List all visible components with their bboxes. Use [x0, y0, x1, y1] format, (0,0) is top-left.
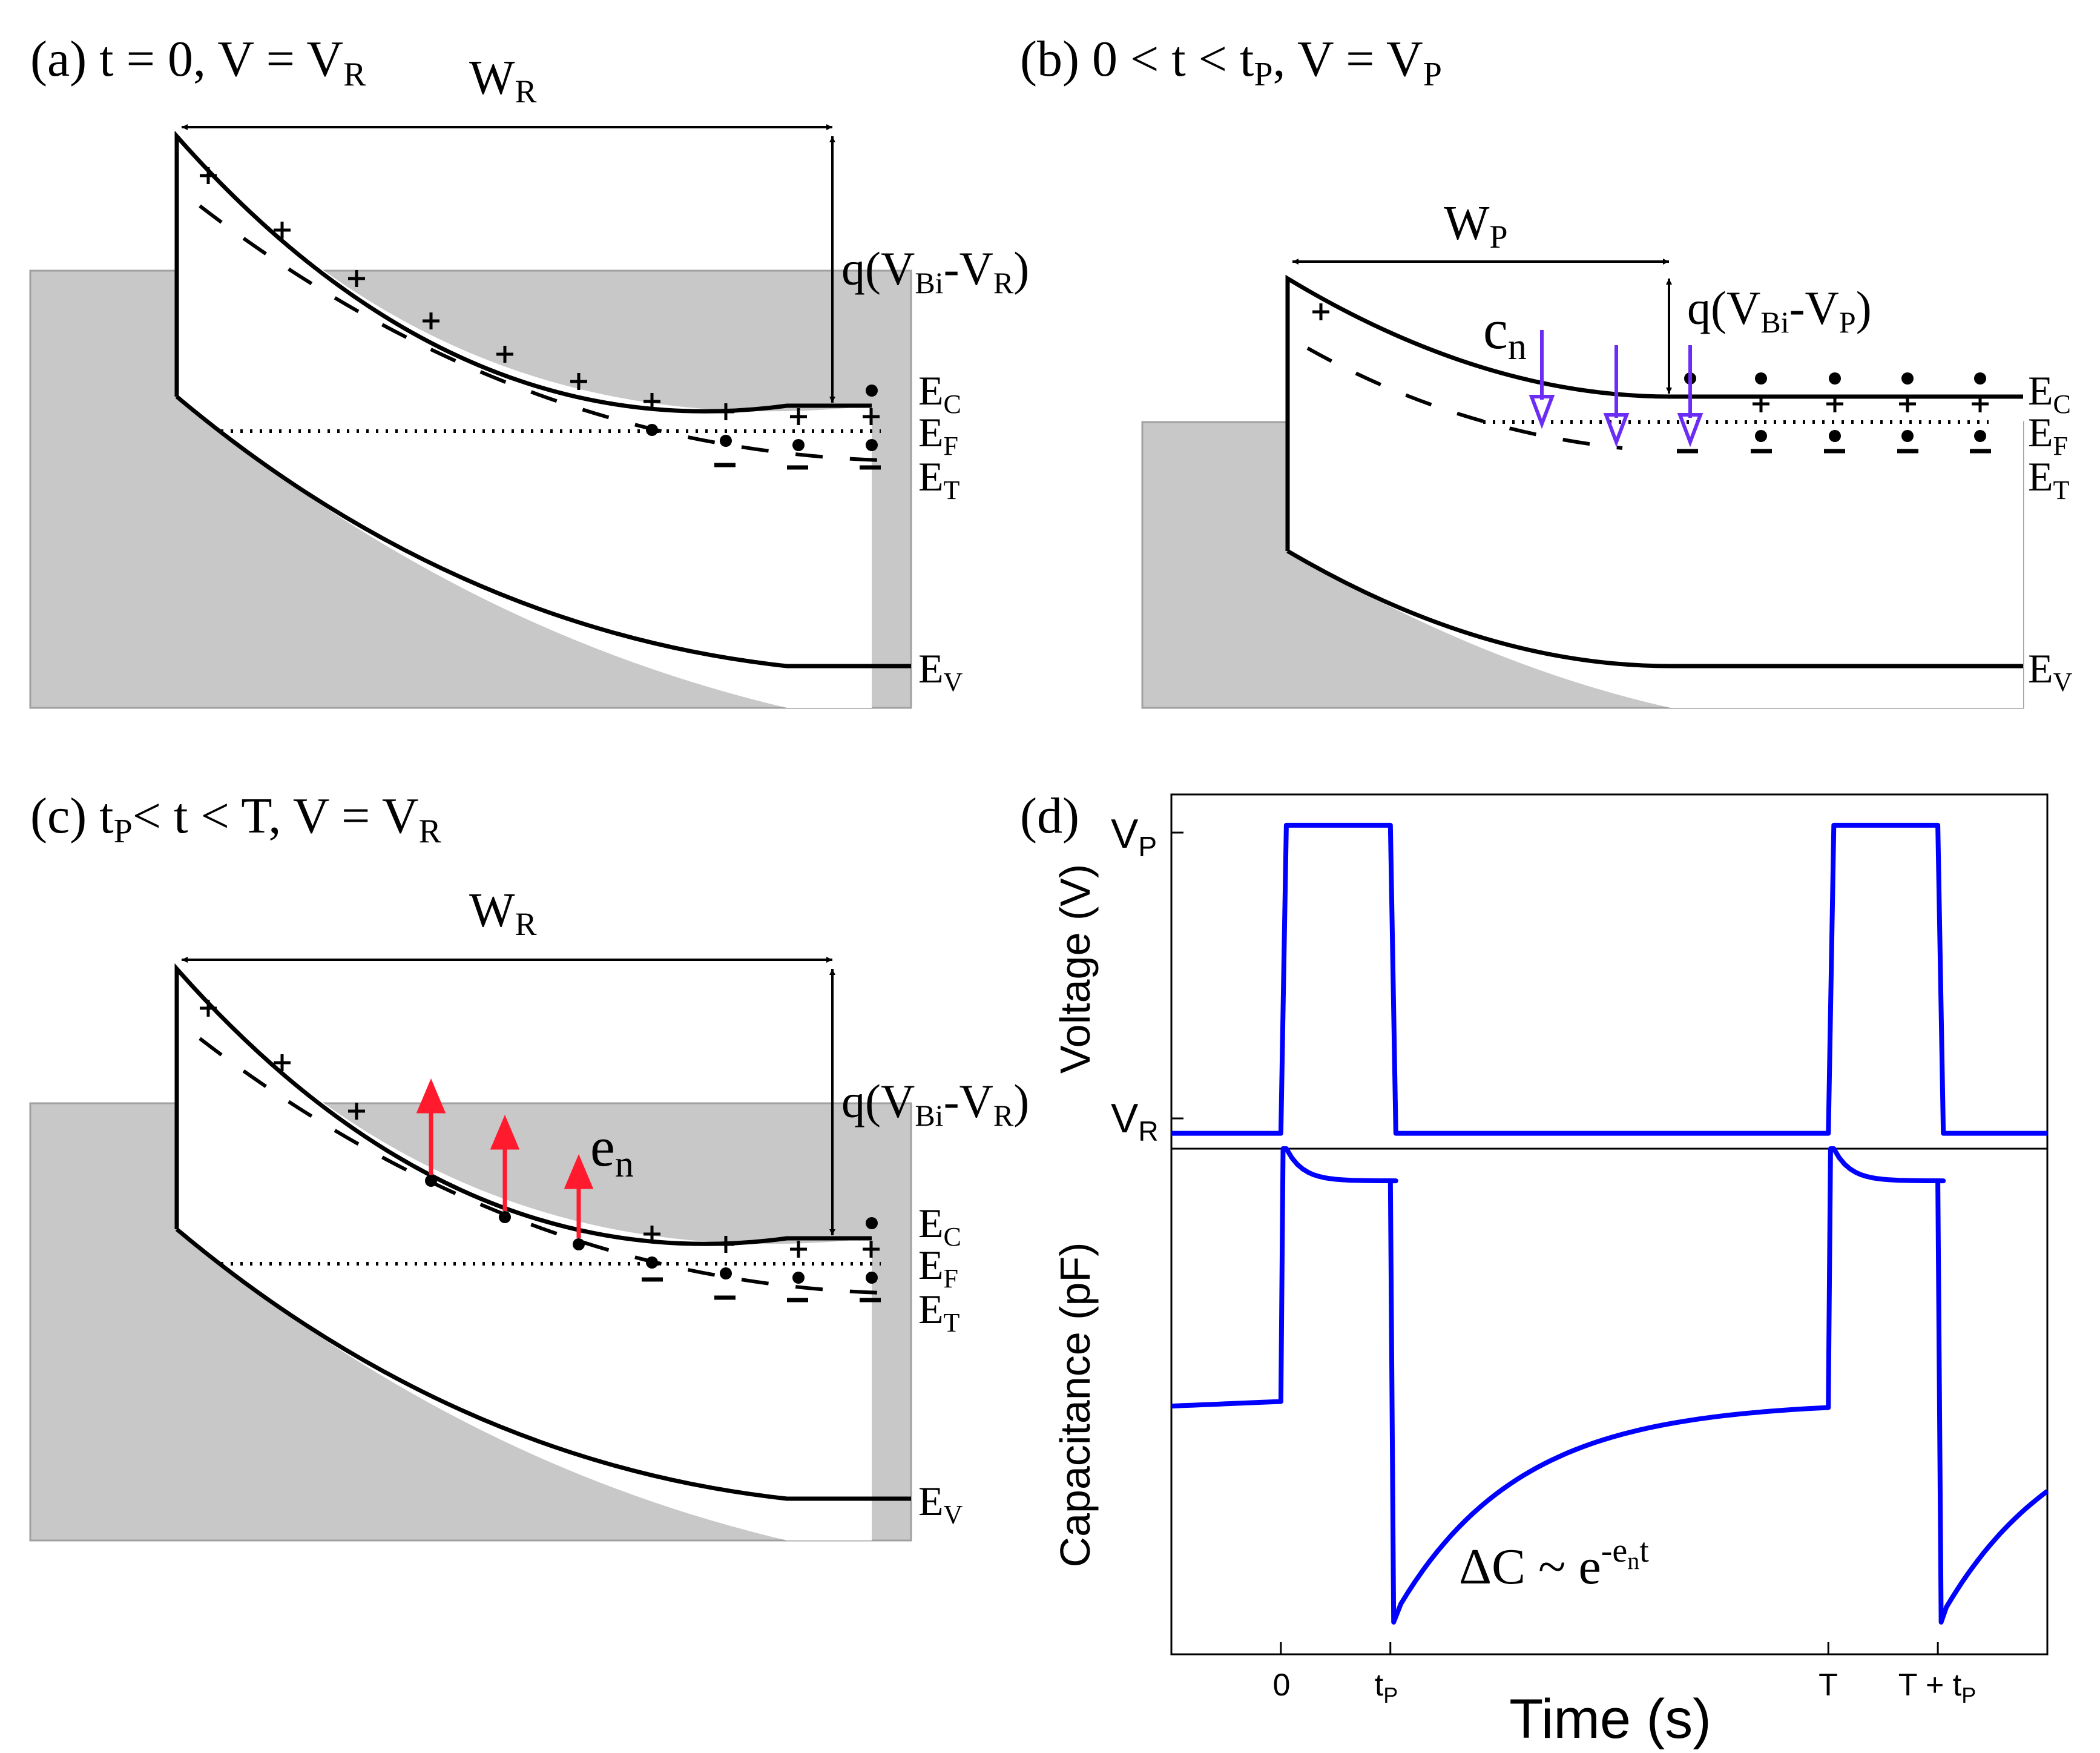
- ev-label-a: EV: [918, 645, 963, 697]
- voltage-plot-frame: [1170, 793, 2049, 1150]
- trap-dashes-c: [642, 1277, 881, 1302]
- et-label-b: ET: [2028, 454, 2070, 505]
- depletion-region-c: [177, 969, 872, 1540]
- panel-b: (b) 0 < t < tP, V = VP WP q(VBi-VP) cn E…: [1020, 31, 2073, 709]
- ec-curve-a: [174, 130, 872, 414]
- capture-arrows-b: [1529, 330, 1703, 447]
- panel-b-title: (b) 0 < t < tP, V = VP: [1020, 31, 1442, 93]
- barrier-label-b: q(VBi-VP): [1687, 282, 1872, 339]
- ec-label-a: EC: [918, 368, 961, 419]
- ec-label-c: EC: [918, 1200, 961, 1252]
- vp-tick-label: VP: [1111, 811, 1157, 862]
- barrier-label-c: q(VBi-VR): [841, 1075, 1029, 1132]
- panel-d: (d) VP VR Voltage (V) Capacitance (pF) 0…: [1020, 788, 2049, 1750]
- ef-label-c: EF: [918, 1242, 958, 1293]
- ec-curve-b: [1285, 274, 2023, 551]
- x-axis-label: Time (s): [1509, 1688, 1711, 1750]
- ec-curve-c: [174, 963, 872, 1246]
- depletion-region-a: [177, 136, 872, 708]
- et-curve-c: [199, 1037, 881, 1295]
- donor-plus-signs-a: [200, 167, 880, 425]
- emission-rate-label: en: [590, 1116, 634, 1185]
- et-curve-b: [1306, 346, 1623, 450]
- x-tick-label-T-plus-tp: T + tP: [1898, 1668, 1977, 1708]
- ev-curve-c: [175, 1227, 911, 1501]
- donor-plus-signs-c: [200, 1000, 880, 1258]
- ev-curve-b: [1286, 549, 2023, 669]
- width-label-a: WR: [469, 51, 537, 110]
- et-curve-a: [199, 204, 881, 462]
- ev-label-c: EV: [918, 1478, 963, 1530]
- ef-label-a: EF: [918, 409, 958, 461]
- x-tick-marks: [1280, 1642, 1939, 1654]
- trapped-electrons-a: [646, 385, 878, 451]
- panel-c: (c) tP< t < T, V = VR WR q(VBi-VR) en EC…: [29, 788, 1029, 1542]
- panel-a-title: (a) t = 0, V = VR: [30, 31, 366, 93]
- width-label-c: WR: [469, 884, 537, 942]
- panel-c-title: (c) tP< t < T, V = VR: [30, 788, 442, 850]
- et-label-c: ET: [918, 1286, 960, 1338]
- capacitance-trace: [1171, 1146, 2049, 1625]
- trap-dashes-a: [714, 463, 881, 470]
- x-tick-label-0: 0: [1273, 1668, 1291, 1703]
- depletion-region-b: [1288, 279, 2023, 708]
- capacitance-plot-frame: [1170, 1147, 2049, 1656]
- free-electrons-b: [1684, 372, 1986, 442]
- ef-label-b: EF: [2028, 409, 2068, 461]
- emission-arrows-c: [416, 1078, 594, 1238]
- voltage-axis-label: Voltage (V): [1052, 864, 1099, 1074]
- ev-curve-a: [175, 395, 911, 669]
- ev-label-b: EV: [2028, 645, 2073, 697]
- capacitance-axis-label: Capacitance (pF): [1052, 1243, 1099, 1568]
- donor-plus-signs-b: [1312, 303, 1989, 412]
- panel-d-title: (d): [1020, 788, 1079, 844]
- capture-rate-label: cn: [1483, 299, 1527, 368]
- et-label-a: ET: [918, 454, 960, 505]
- barrier-label-a: q(VBi-VR): [841, 242, 1029, 300]
- x-tick-label-T: T: [1819, 1668, 1838, 1703]
- voltage-trace: [1171, 822, 2047, 1136]
- width-label-b: WP: [1444, 197, 1508, 255]
- electrons-c: [425, 1175, 878, 1284]
- vr-tick-label: VR: [1111, 1095, 1159, 1147]
- panel-a: (a) t = 0, V = VR WR q(VBi-VR) EC EF ET …: [29, 31, 1029, 709]
- x-tick-label-tp: tP: [1375, 1668, 1398, 1708]
- capacitance-transient-annotation: ΔC ~ e-ent: [1459, 1532, 1649, 1595]
- ec-label-b: EC: [2028, 368, 2071, 419]
